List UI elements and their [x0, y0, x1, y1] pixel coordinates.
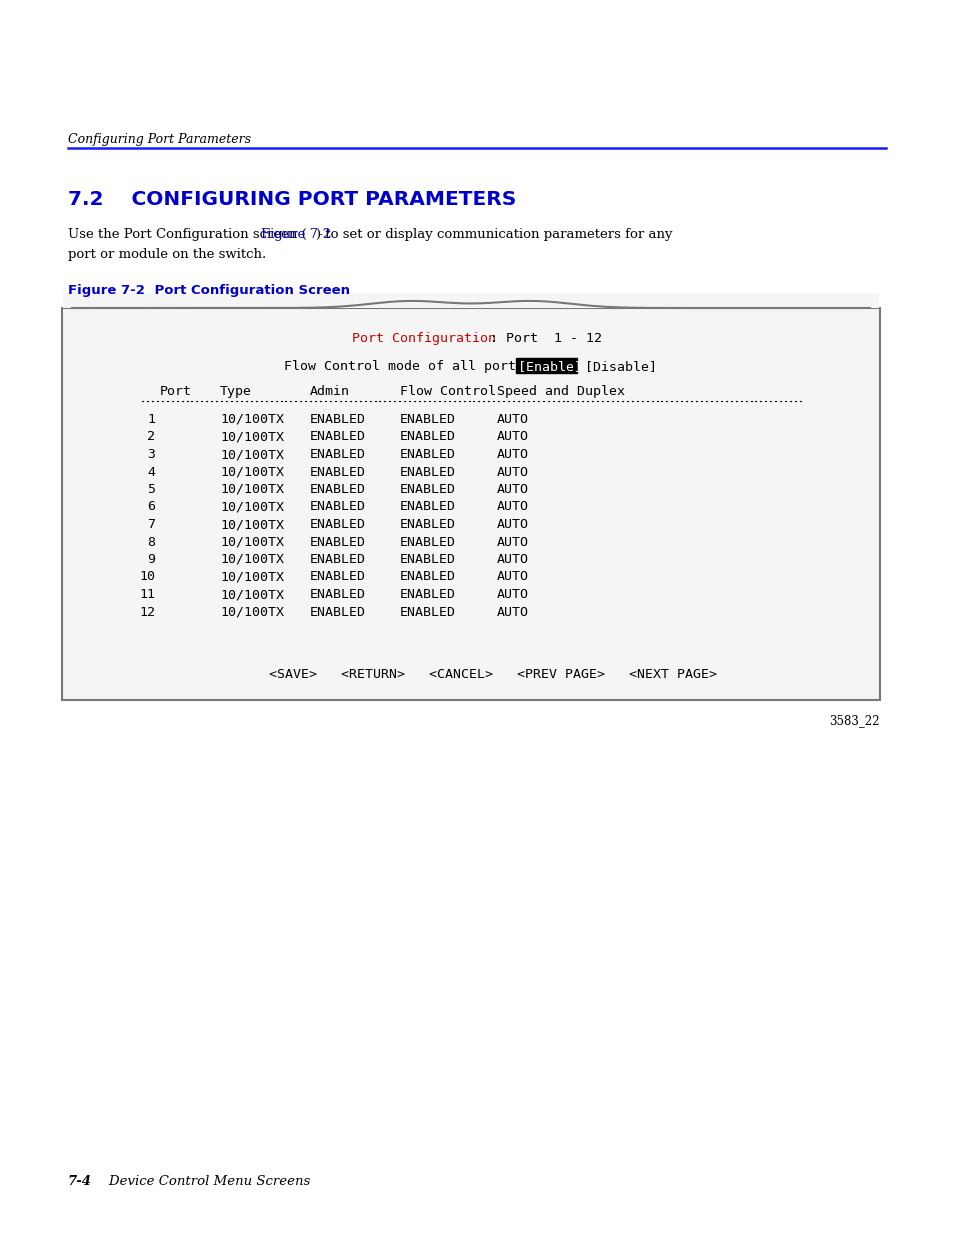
Text: AUTO: AUTO: [497, 412, 529, 426]
Text: Figure 7-2: Figure 7-2: [261, 228, 331, 241]
Text: 3: 3: [147, 448, 154, 461]
Text: 10/100TX: 10/100TX: [220, 483, 284, 496]
Text: 4: 4: [147, 466, 154, 478]
Bar: [63, 293, 878, 308]
Text: ENABLED: ENABLED: [399, 483, 456, 496]
Text: 10/100TX: 10/100TX: [220, 448, 284, 461]
Text: ENABLED: ENABLED: [399, 517, 456, 531]
Text: AUTO: AUTO: [497, 605, 529, 619]
Text: ENABLED: ENABLED: [310, 483, 366, 496]
Text: ENABLED: ENABLED: [399, 448, 456, 461]
Text: Flow Control: Flow Control: [399, 385, 496, 398]
Text: 10/100TX: 10/100TX: [220, 412, 284, 426]
Text: port or module on the switch.: port or module on the switch.: [68, 248, 266, 261]
Text: ENABLED: ENABLED: [310, 571, 366, 583]
Text: ENABLED: ENABLED: [399, 466, 456, 478]
Text: ENABLED: ENABLED: [399, 431, 456, 443]
Text: 10/100TX: 10/100TX: [220, 536, 284, 548]
Text: ENABLED: ENABLED: [399, 412, 456, 426]
Text: 7.2    CONFIGURING PORT PARAMETERS: 7.2 CONFIGURING PORT PARAMETERS: [68, 190, 516, 209]
Text: 10/100TX: 10/100TX: [220, 553, 284, 566]
Text: AUTO: AUTO: [497, 466, 529, 478]
Text: 12: 12: [139, 605, 154, 619]
Text: 6: 6: [147, 500, 154, 514]
Bar: [62, 308, 879, 700]
Text: ENABLED: ENABLED: [310, 588, 366, 601]
Bar: [516, 358, 577, 373]
Text: Port: Port: [160, 385, 192, 398]
Text: AUTO: AUTO: [497, 517, 529, 531]
Text: 7-4: 7-4: [68, 1174, 91, 1188]
Text: 10/100TX: 10/100TX: [220, 517, 284, 531]
Text: Figure 7-2: Figure 7-2: [68, 284, 145, 296]
Text: ENABLED: ENABLED: [399, 500, 456, 514]
Text: 10/100TX: 10/100TX: [220, 466, 284, 478]
Text: ENABLED: ENABLED: [310, 412, 366, 426]
Text: 10/100TX: 10/100TX: [220, 431, 284, 443]
Text: Configuring Port Parameters: Configuring Port Parameters: [68, 133, 251, 146]
Text: 11: 11: [139, 588, 154, 601]
Text: <SAVE>   <RETURN>   <CANCEL>   <PREV PAGE>   <NEXT PAGE>: <SAVE> <RETURN> <CANCEL> <PREV PAGE> <NE…: [269, 668, 717, 680]
Text: 10/100TX: 10/100TX: [220, 588, 284, 601]
Text: Admin: Admin: [310, 385, 350, 398]
Text: Port Configuration Screen: Port Configuration Screen: [136, 284, 350, 296]
Text: 10: 10: [139, 571, 154, 583]
Text: AUTO: AUTO: [497, 571, 529, 583]
Text: AUTO: AUTO: [497, 553, 529, 566]
Text: ENABLED: ENABLED: [310, 448, 366, 461]
Text: ENABLED: ENABLED: [399, 571, 456, 583]
Text: 10/100TX: 10/100TX: [220, 605, 284, 619]
Text: [Disable]: [Disable]: [584, 359, 657, 373]
Text: 1: 1: [147, 412, 154, 426]
Text: ENABLED: ENABLED: [399, 553, 456, 566]
Text: ENABLED: ENABLED: [310, 466, 366, 478]
Text: AUTO: AUTO: [497, 431, 529, 443]
Text: AUTO: AUTO: [497, 536, 529, 548]
Text: Speed and Duplex: Speed and Duplex: [497, 385, 624, 398]
Text: AUTO: AUTO: [497, 448, 529, 461]
Text: 10/100TX: 10/100TX: [220, 571, 284, 583]
Text: 7: 7: [147, 517, 154, 531]
Text: ENABLED: ENABLED: [399, 588, 456, 601]
Text: AUTO: AUTO: [497, 483, 529, 496]
Text: ENABLED: ENABLED: [310, 500, 366, 514]
Text: 2: 2: [147, 431, 154, 443]
Text: ENABLED: ENABLED: [310, 553, 366, 566]
Text: Use the Port Configuration screen (: Use the Port Configuration screen (: [68, 228, 307, 241]
Text: 10/100TX: 10/100TX: [220, 500, 284, 514]
Text: 9: 9: [147, 553, 154, 566]
Text: ENABLED: ENABLED: [310, 536, 366, 548]
Text: 5: 5: [147, 483, 154, 496]
Text: AUTO: AUTO: [497, 500, 529, 514]
Text: Device Control Menu Screens: Device Control Menu Screens: [91, 1174, 310, 1188]
Text: ENABLED: ENABLED: [399, 536, 456, 548]
Text: ENABLED: ENABLED: [310, 431, 366, 443]
Text: AUTO: AUTO: [497, 588, 529, 601]
Text: 8: 8: [147, 536, 154, 548]
Text: Flow Control mode of all ports :: Flow Control mode of all ports :: [283, 359, 539, 373]
Text: ) to set or display communication parameters for any: ) to set or display communication parame…: [316, 228, 672, 241]
Text: 3583_22: 3583_22: [828, 714, 879, 727]
Text: [Enable]: [Enable]: [517, 359, 581, 373]
Text: ENABLED: ENABLED: [310, 517, 366, 531]
Text: ENABLED: ENABLED: [399, 605, 456, 619]
Text: : Port  1 - 12: : Port 1 - 12: [481, 332, 601, 345]
Text: Type: Type: [220, 385, 252, 398]
Text: ENABLED: ENABLED: [310, 605, 366, 619]
Text: Port Configuration: Port Configuration: [352, 332, 496, 345]
